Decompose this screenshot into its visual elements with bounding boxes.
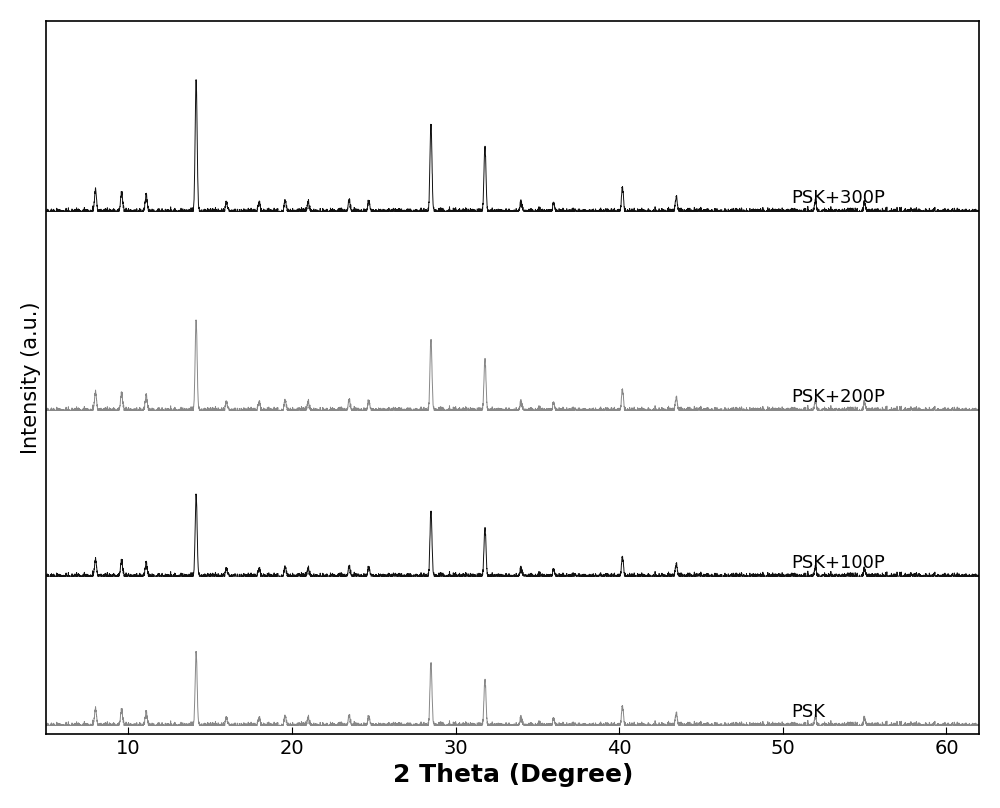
Text: PSK: PSK: [791, 703, 825, 722]
Text: PSK+300P: PSK+300P: [791, 189, 885, 208]
Text: PSK+100P: PSK+100P: [791, 554, 885, 572]
X-axis label: 2 Theta (Degree): 2 Theta (Degree): [393, 764, 633, 787]
Y-axis label: Intensity (a.u.): Intensity (a.u.): [21, 301, 41, 453]
Text: PSK+200P: PSK+200P: [791, 389, 885, 406]
